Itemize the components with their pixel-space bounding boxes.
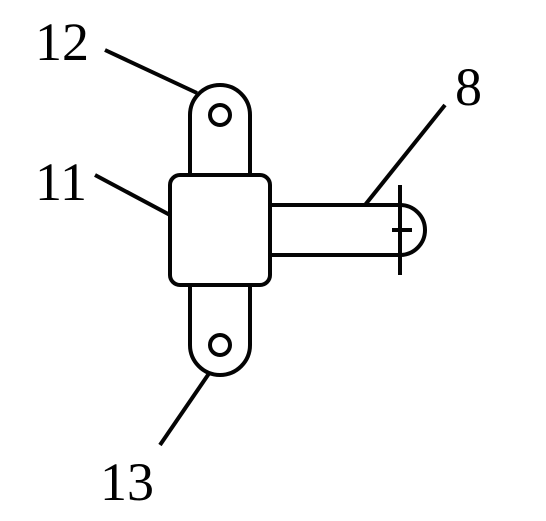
label-l11: 11 bbox=[35, 152, 87, 212]
label-l8: 8 bbox=[455, 57, 482, 117]
label-l12: 12 bbox=[35, 12, 89, 72]
leader-l11 bbox=[95, 175, 170, 215]
leader-l12 bbox=[105, 50, 197, 93]
bottom-tab bbox=[190, 285, 250, 375]
bottom-tab-hole bbox=[210, 335, 230, 355]
leader-l13 bbox=[160, 372, 210, 445]
top-tab-hole bbox=[210, 105, 230, 125]
label-l13: 13 bbox=[100, 452, 154, 512]
leader-l8 bbox=[365, 105, 445, 205]
part-diagram: 12 11 8 13 bbox=[0, 0, 546, 521]
top-tab bbox=[190, 85, 250, 175]
body-block bbox=[170, 175, 270, 285]
